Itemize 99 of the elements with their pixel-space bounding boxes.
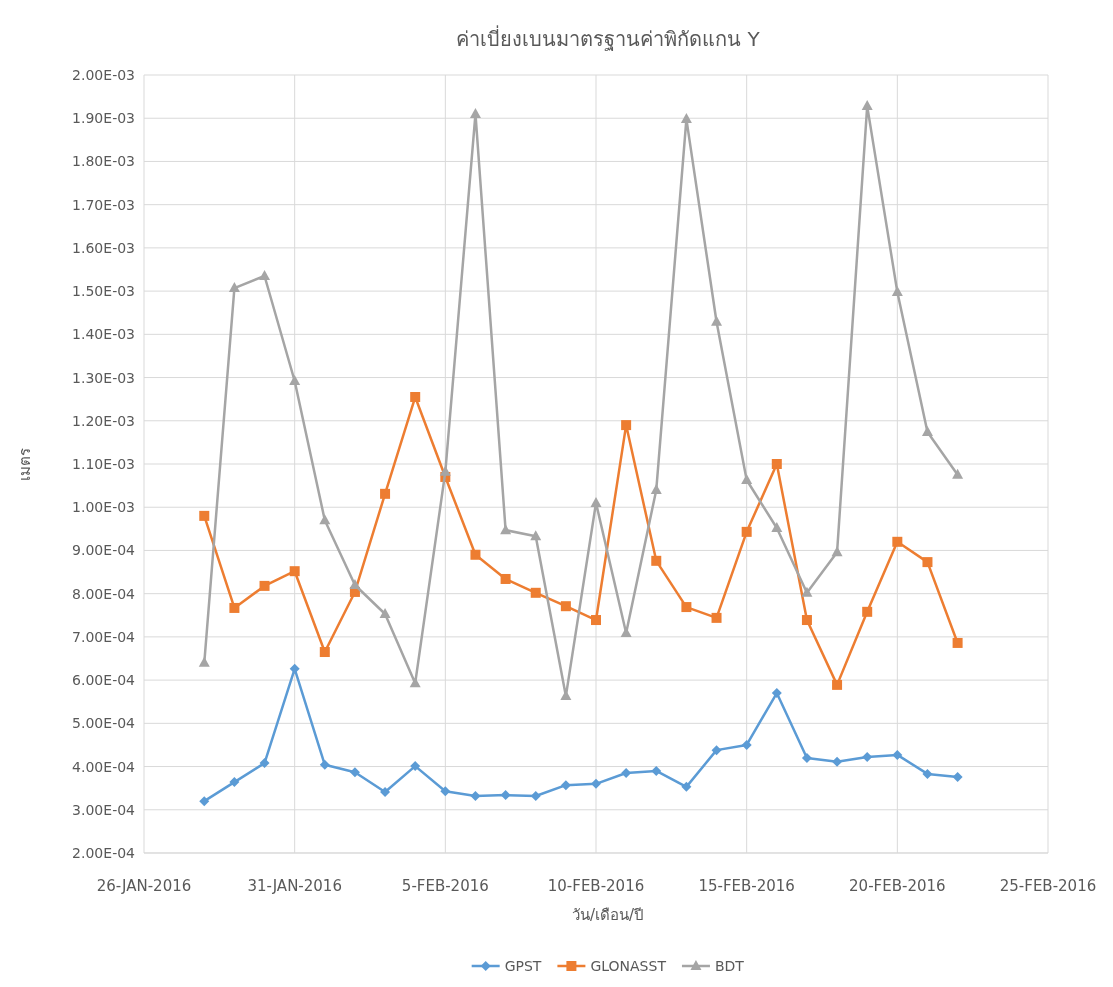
y-tick-label: 3.00E-04	[72, 801, 136, 818]
point	[681, 602, 692, 613]
x-tick-label: 10-FEB-2016	[547, 877, 645, 895]
point	[621, 420, 632, 431]
point	[199, 796, 210, 807]
point	[681, 781, 692, 792]
x-tick-label: 26-JAN-2016	[96, 877, 192, 895]
point	[289, 375, 301, 386]
y-tick-label: 1.80E-03	[72, 153, 135, 170]
point	[470, 549, 481, 560]
legend-label: GLONASST	[590, 958, 667, 974]
point	[440, 786, 451, 797]
point	[380, 787, 391, 798]
y-tick-label: 4.00E-04	[72, 758, 136, 775]
point	[349, 767, 360, 778]
point	[199, 510, 210, 521]
point	[470, 790, 481, 801]
point	[259, 580, 270, 591]
y-tick-label: 1.20E-03	[72, 412, 135, 429]
point	[952, 637, 963, 648]
point	[500, 790, 511, 801]
point	[410, 392, 421, 403]
point	[591, 615, 601, 626]
point	[651, 555, 662, 566]
point	[410, 761, 421, 772]
y-tick-label: 9.00E-04	[72, 542, 136, 559]
y-tick-label: 1.70E-03	[72, 196, 135, 213]
point	[469, 107, 481, 118]
point	[801, 615, 812, 626]
point	[922, 768, 933, 779]
point	[228, 282, 240, 293]
point	[832, 679, 843, 690]
point	[651, 765, 662, 776]
point	[229, 602, 240, 613]
point	[198, 656, 210, 667]
legend-label: GPST	[504, 958, 542, 974]
point	[591, 778, 601, 789]
x-tick-label: 31-JAN-2016	[247, 877, 342, 895]
point	[921, 426, 933, 437]
point	[500, 573, 511, 584]
point	[892, 536, 903, 547]
y-tick-label: 2.00E-04	[72, 845, 136, 861]
x-tick-label: 20-FEB-2016	[849, 877, 946, 895]
chart-title: ค่าเบี่ยงเบนมาตรฐานค่าพิกัดแกน Y	[456, 25, 761, 51]
y-tick-label: 8.00E-04	[72, 585, 136, 602]
point	[530, 530, 542, 541]
y-tick-label: 1.90E-03	[72, 110, 135, 127]
y-tick-label: 1.30E-03	[72, 369, 135, 386]
point	[711, 612, 722, 623]
point	[832, 756, 843, 767]
point	[319, 759, 330, 770]
y-tick-label: 2.00E-03	[72, 67, 135, 83]
point	[711, 745, 722, 756]
point	[379, 607, 391, 618]
y-tick-label: 1.00E-03	[72, 499, 135, 516]
point	[319, 647, 330, 658]
point	[680, 113, 692, 124]
point	[952, 771, 963, 782]
point	[771, 521, 783, 532]
point	[590, 496, 602, 507]
point	[801, 752, 812, 763]
point	[831, 546, 843, 557]
point	[741, 739, 752, 750]
point	[892, 749, 903, 760]
point	[229, 777, 240, 788]
point	[771, 459, 782, 469]
point	[862, 606, 873, 617]
legend-label: BDT	[714, 958, 745, 974]
point	[560, 780, 571, 791]
point	[409, 677, 421, 688]
y-tick-label: 5.00E-04	[72, 715, 136, 732]
x-tick-label: 5-FEB-2016	[401, 877, 489, 895]
point	[560, 601, 571, 612]
point	[289, 663, 300, 674]
y-tick-label: 6.00E-04	[72, 672, 136, 689]
point	[500, 524, 512, 535]
point	[319, 514, 331, 525]
point	[952, 468, 964, 479]
point	[891, 285, 903, 296]
y-axis-title: เมตร	[16, 447, 34, 481]
x-tick-label: 25-FEB-2016	[999, 877, 1097, 895]
point	[771, 688, 782, 699]
point	[922, 557, 933, 568]
y-tick-label: 1.50E-03	[72, 283, 135, 300]
point	[259, 758, 270, 769]
point	[741, 526, 752, 537]
y-tick-label: 1.10E-03	[72, 456, 135, 472]
point	[289, 566, 300, 577]
point	[530, 587, 541, 598]
y-tick-label: 1.60E-03	[72, 239, 135, 256]
x-tick-label: 15-FEB-2016	[698, 877, 795, 895]
point	[801, 586, 813, 597]
y-tick-label: 1.40E-03	[72, 326, 135, 343]
point	[380, 488, 391, 499]
y-tick-label: 7.00E-04	[72, 628, 136, 645]
x-axis-title: วัน/เดือน/ปี	[571, 906, 645, 924]
point	[861, 100, 873, 111]
point	[349, 579, 361, 590]
point	[259, 269, 271, 280]
